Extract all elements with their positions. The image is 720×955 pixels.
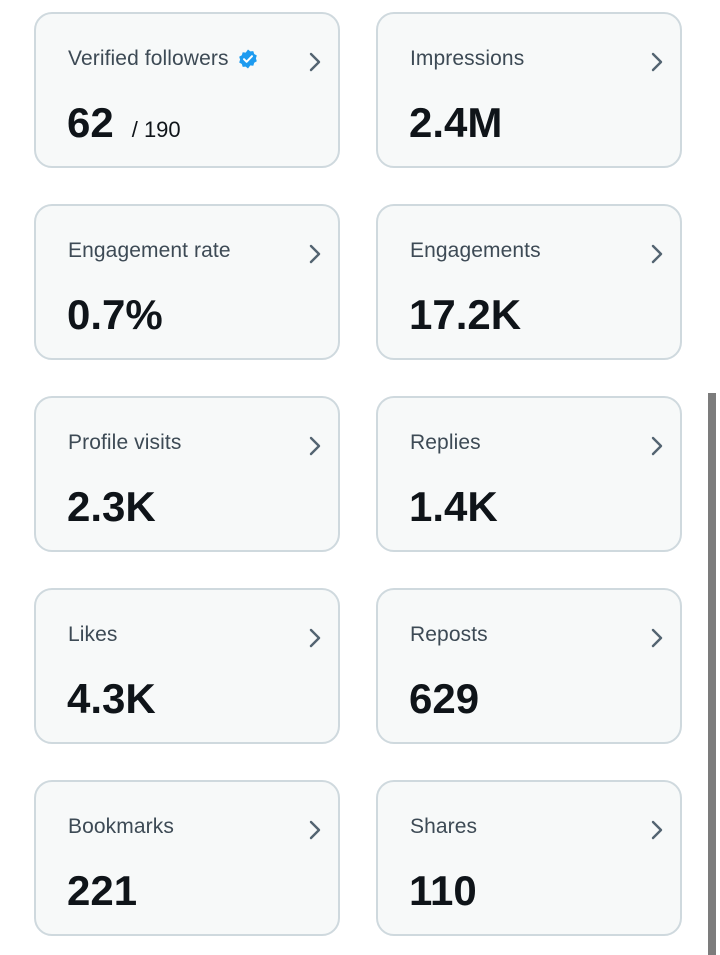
metric-label: Reposts <box>410 623 488 646</box>
metric-card-bookmarks[interactable]: Bookmarks 221 <box>34 780 340 936</box>
metric-label: Shares <box>410 815 478 838</box>
metric-label: Replies <box>410 431 481 454</box>
metric-label: Verified followers <box>68 47 229 70</box>
metric-card-impressions[interactable]: Impressions 2.4M <box>376 12 682 168</box>
metric-subvalue: / 190 <box>131 117 181 142</box>
chevron-right-icon <box>309 244 321 264</box>
metric-value: 221 <box>67 867 138 914</box>
chevron-right-icon <box>651 820 663 840</box>
metric-label-row: Shares <box>410 815 477 839</box>
chevron-right-icon <box>309 436 321 456</box>
metric-card-engagements[interactable]: Engagements 17.2K <box>376 204 682 360</box>
chevron-right-icon <box>309 628 321 648</box>
metric-label-row: Profile visits <box>68 431 181 455</box>
verified-badge-icon <box>237 48 259 70</box>
metric-card-likes[interactable]: Likes 4.3K <box>34 588 340 744</box>
metric-label-row: Reposts <box>410 623 488 647</box>
chevron-right-icon <box>651 52 663 72</box>
chevron-right-icon <box>651 628 663 648</box>
metric-label-row: Replies <box>410 431 481 455</box>
chevron-right-icon <box>309 52 321 72</box>
metric-card-engagement-rate[interactable]: Engagement rate 0.7% <box>34 204 340 360</box>
metric-label: Engagements <box>410 239 541 262</box>
metric-label: Bookmarks <box>68 815 174 838</box>
metric-value: 2.3K <box>67 483 156 530</box>
metric-card-verified-followers[interactable]: Verified followers 62 / 190 <box>34 12 340 168</box>
metric-label-row: Likes <box>68 623 118 647</box>
chevron-right-icon <box>651 244 663 264</box>
metric-value: 1.4K <box>409 483 498 530</box>
metric-value: 0.7% <box>67 291 163 338</box>
scrollbar-thumb[interactable] <box>708 393 716 955</box>
chevron-right-icon <box>309 820 321 840</box>
metric-card-reposts[interactable]: Reposts 629 <box>376 588 682 744</box>
metric-card-profile-visits[interactable]: Profile visits 2.3K <box>34 396 340 552</box>
metric-card-shares[interactable]: Shares 110 <box>376 780 682 936</box>
metric-label: Likes <box>68 623 118 646</box>
metric-label: Engagement rate <box>68 239 231 262</box>
metric-value: 17.2K <box>409 291 522 338</box>
metric-value: 4.3K <box>67 675 156 722</box>
metric-label-row: Engagements <box>410 239 541 263</box>
metric-label-row: Engagement rate <box>68 239 231 263</box>
metric-label-row: Bookmarks <box>68 815 174 839</box>
metric-card-replies[interactable]: Replies 1.4K <box>376 396 682 552</box>
metric-label: Impressions <box>410 47 525 70</box>
metric-value: 629 <box>409 675 480 722</box>
metric-label: Profile visits <box>68 431 182 454</box>
metric-value: 62 <box>67 99 114 146</box>
metric-value: 110 <box>409 867 477 914</box>
metric-value: 2.4M <box>409 99 503 146</box>
chevron-right-icon <box>651 436 663 456</box>
metric-value-row: 62 / 190 <box>67 102 181 144</box>
metric-label-row: Impressions <box>410 47 524 71</box>
metric-label-row: Verified followers <box>68 47 259 71</box>
